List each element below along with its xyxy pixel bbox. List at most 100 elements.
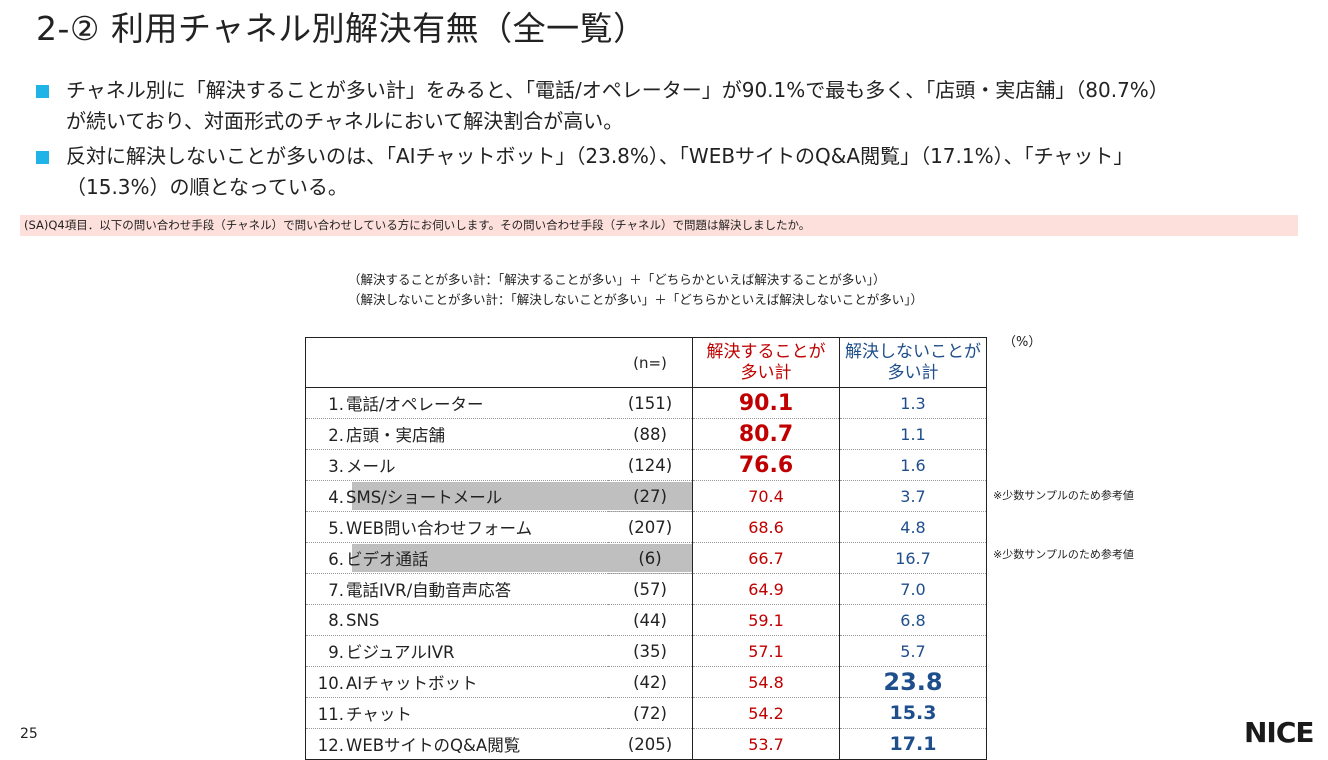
sample-size-cell: (205) (627, 734, 673, 754)
channel-label: 1. 電話/オペレーター (306, 391, 484, 415)
bullet-2: 反対に解決しないことが多いのは、「AIチャットボット」（23.8%）、「WEBサ… (36, 141, 1133, 203)
channel-name: 店頭・実店舗 (346, 426, 445, 445)
resolved-cell: 80.7 (692, 418, 840, 450)
not-resolved-value: 15.3 (889, 702, 937, 724)
resolved-value: 68.6 (748, 517, 784, 537)
header-n: (n=) (608, 337, 693, 388)
not-resolved-cell: 1.1 (839, 418, 987, 450)
channel-label: 12. WEBサイトのQ&A閲覧 (306, 732, 520, 756)
header-channel (305, 337, 608, 388)
channel-number: 2. (328, 426, 344, 445)
not-resolved-cell: 16.7 (839, 542, 987, 574)
table-row: 9. ビジュアルIVR (35) 57.1 5.7 (305, 635, 987, 667)
channel-name: メール (346, 457, 396, 476)
not-resolved-cell: 1.3 (839, 387, 987, 419)
page-title: 2-② 利用チャネル別解決有無（全一覧） (36, 9, 647, 48)
not-resolved-cell: 7.0 (839, 573, 987, 605)
not-resolved-cell: 4.8 (839, 511, 987, 543)
channel-label: 4. SMS/ショートメール (306, 484, 502, 508)
channel-number: 12. (317, 736, 344, 755)
channel-number: 8. (328, 610, 344, 630)
header-not-resolved-line-1: 解決しないことが (845, 341, 981, 362)
square-bullet-icon (36, 85, 49, 98)
company-logo: NICE (1244, 716, 1315, 749)
bullet-1: チャネル別に「解決することが多い計」をみると、「電話/オペレーター」が90.1%… (36, 75, 1169, 137)
table-row: 1. 電話/オペレーター (151) 90.1 1.3 (305, 387, 987, 419)
not-resolved-cell: 3.7 (839, 480, 987, 512)
resolved-cell: 59.1 (692, 604, 840, 636)
channel-cell: 8. SNS (305, 604, 608, 636)
table-row: 5. WEB問い合わせフォーム (207) 68.6 4.8 (305, 511, 987, 543)
channel-label: 5. WEB問い合わせフォーム (306, 515, 532, 539)
resolved-value: 80.7 (738, 421, 794, 447)
resolved-cell: 54.2 (692, 697, 840, 729)
bullet-2-line-2: （15.3%）の順となっている。 (66, 175, 348, 199)
sample-size-cell: (44) (608, 604, 693, 636)
resolved-cell: 57.1 (692, 635, 840, 667)
sample-size-cell: (27) (608, 480, 693, 512)
sample-size-cell: (124) (608, 449, 693, 481)
bullet-2-line-1: 反対に解決しないことが多いのは、「AIチャットボット」（23.8%）、「WEBサ… (66, 144, 1134, 168)
table-header-row: (n=) 解決することが 多い計 解決しないことが 多い計 (305, 337, 987, 388)
sample-size-cell: (6) (608, 542, 693, 574)
channel-name: 電話/オペレーター (346, 395, 484, 414)
table-row: 3. メール (124) 76.6 1.6 (305, 449, 987, 481)
bullet-1-line-1: チャネル別に「解決することが多い計」をみると、「電話/オペレーター」が90.1%… (66, 78, 1169, 102)
resolved-value: 90.1 (738, 390, 794, 416)
channel-cell: 4. SMS/ショートメール (305, 480, 608, 512)
not-resolved-value: 1.1 (900, 424, 926, 444)
not-resolved-cell: 5.7 (839, 635, 987, 667)
table-row: 7. 電話IVR/自動音声応答 (57) 64.9 7.0 (305, 573, 987, 605)
resolved-value: 57.1 (748, 641, 784, 661)
channel-label: 7. 電話IVR/自動音声応答 (306, 577, 511, 601)
resolved-cell: 90.1 (692, 387, 840, 419)
resolved-cell: 54.8 (692, 666, 840, 698)
not-resolved-value: 16.7 (895, 548, 931, 568)
channel-number: 7. (328, 581, 344, 600)
not-resolved-value: 1.3 (900, 393, 926, 413)
channel-label: 2. 店頭・実店舗 (306, 422, 445, 446)
channel-number: 4. (328, 488, 344, 507)
table-row: 4. SMS/ショートメール (27) 70.4 3.7 (305, 480, 987, 512)
sample-size-cell: (72) (608, 697, 693, 729)
not-resolved-value: 4.8 (900, 517, 926, 537)
question-text: (SA)Q4項目．以下の問い合わせ手段（チャネル）で問い合わせしている方にお伺い… (20, 215, 1298, 236)
resolved-cell: 64.9 (692, 573, 840, 605)
channel-name: WEBサイトのQ&A閲覧 (346, 736, 521, 755)
sample-size-cell: (207) (608, 511, 693, 543)
sample-size-cell: (57) (608, 573, 693, 605)
not-resolved-value: 17.1 (889, 733, 937, 755)
not-resolved-value: 5.7 (900, 641, 926, 661)
not-resolved-value: 23.8 (883, 668, 943, 696)
resolved-value: 76.6 (738, 452, 794, 478)
table-row: 6. ビデオ通話 (6) 66.7 16.7 (305, 542, 987, 574)
channel-number: 9. (328, 643, 344, 662)
channel-cell: 9. ビジュアルIVR (305, 635, 608, 667)
channel-cell: 3. メール (305, 449, 608, 481)
definition-note-2: （解決しないことが多い計：「解決しないことが多い」＋「どちらかといえば解決しない… (348, 292, 924, 307)
channel-name: SNS (346, 610, 380, 630)
channel-cell: 12. WEBサイトのQ&A閲覧 (306, 729, 609, 760)
not-resolved-value: 3.7 (900, 486, 926, 506)
channel-name: ビデオ通話 (346, 550, 429, 569)
channel-cell: 6. ビデオ通話 (305, 542, 608, 574)
resolved-value: 64.9 (748, 579, 784, 599)
resolved-cell: 76.6 (692, 449, 840, 481)
channel-number: 6. (328, 550, 344, 569)
resolved-value: 59.1 (748, 610, 784, 630)
resolved-cell: 70.4 (692, 480, 840, 512)
not-resolved-cell: 17.1 (839, 728, 987, 760)
table-row: 10. AIチャットボット (42) 54.8 23.8 (305, 666, 987, 698)
page-number: 25 (20, 726, 38, 742)
channel-label: 6. ビデオ通話 (306, 546, 429, 570)
table-row: 8. SNS (44) 59.1 6.8 (305, 604, 987, 636)
table-row: 12. WEBサイトのQ&A閲覧 (205) 53.7 17.1 (306, 728, 987, 760)
not-resolved-value: 1.6 (900, 455, 926, 475)
sample-size-cell: (88) (608, 418, 693, 450)
channel-cell: 11. チャット (305, 697, 608, 729)
channel-name: WEB問い合わせフォーム (346, 519, 533, 538)
channel-cell: 10. AIチャットボット (305, 666, 608, 698)
resolved-cell: 68.6 (692, 511, 840, 543)
channel-number: 10. (317, 674, 344, 693)
resolved-cell: 53.7 (692, 728, 840, 760)
